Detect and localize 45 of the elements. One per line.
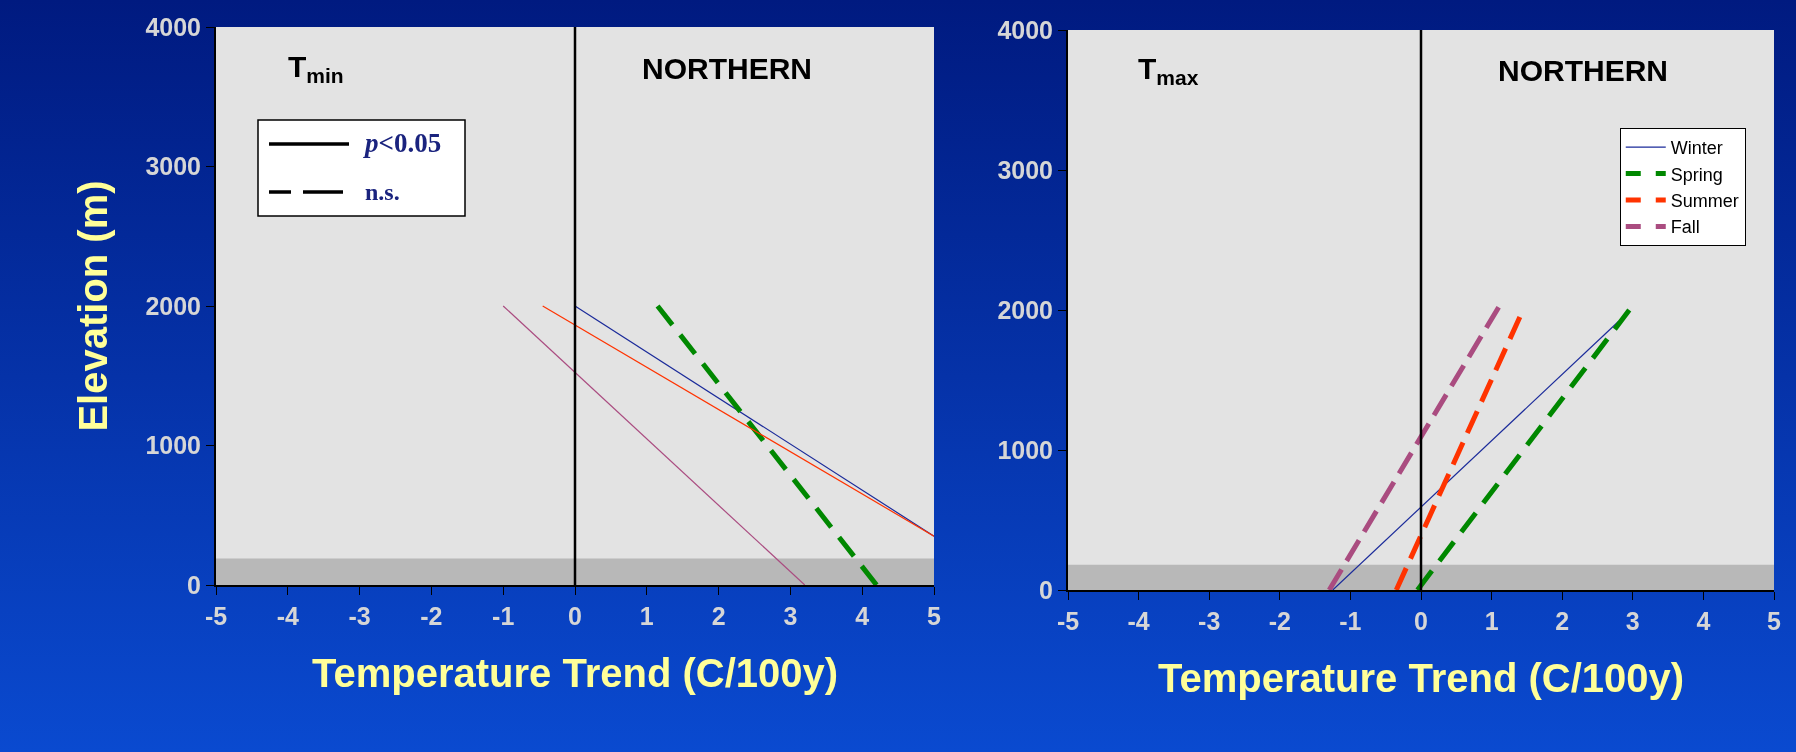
x-tick-label: -5 — [204, 602, 228, 630]
x-tick-label: -3 — [1198, 607, 1221, 635]
x-tick-label: -4 — [1127, 607, 1150, 635]
y-tick-label: 4000 — [997, 15, 1053, 44]
x-tick-label: 1 — [639, 602, 654, 630]
y-tick-label: 1000 — [145, 431, 201, 460]
x-tick-label: 5 — [927, 602, 942, 630]
x-tick-label: -5 — [1056, 607, 1080, 635]
y-tick-label: 2000 — [997, 295, 1053, 324]
annotation: NORTHERN — [1498, 54, 1668, 87]
x-tick-label: -3 — [348, 602, 371, 630]
annotation: NORTHERN — [642, 52, 812, 85]
legend-label: Winter — [1670, 138, 1723, 159]
x-tick-label: 3 — [1625, 607, 1640, 635]
annotation: T$_{min}$ — [288, 50, 344, 88]
y-tick-label: 3000 — [997, 155, 1053, 184]
x-tick-label: -4 — [276, 602, 300, 630]
legend-label: Summer — [1670, 191, 1739, 212]
x-axis-title: Temperature Trend (C/100y) — [311, 651, 839, 695]
x-tick-label: 4 — [1696, 607, 1711, 635]
y-axis-title: Elevation (m) — [71, 180, 116, 432]
y-tick-label: 1000 — [997, 435, 1053, 464]
x-tick-label: -1 — [1339, 607, 1362, 635]
x-tick-label: -1 — [492, 602, 515, 630]
y-tick-label: 2000 — [145, 291, 201, 320]
x-tick-label: 2 — [1555, 607, 1570, 635]
annotation: n.s. — [365, 179, 400, 205]
x-tick-label: 2 — [711, 602, 726, 630]
annotation: p<0.05 — [363, 128, 442, 158]
annotation: T$_{max}$ — [1138, 52, 1199, 90]
x-tick-label: 0 — [568, 602, 582, 630]
x-tick-label: 5 — [1767, 607, 1782, 635]
y-tick-label: 4000 — [145, 12, 201, 41]
y-tick-label: 0 — [1039, 575, 1053, 604]
x-tick-label: 4 — [855, 602, 870, 630]
x-axis-title: Temperature Trend (C/100y) — [1157, 656, 1685, 700]
x-tick-label: -2 — [420, 602, 443, 630]
legend-label: Fall — [1670, 217, 1700, 238]
x-tick-label: 1 — [1484, 607, 1499, 635]
legend-label: Spring — [1670, 164, 1723, 185]
x-tick-label: 0 — [1414, 607, 1428, 635]
x-tick-label: -2 — [1268, 607, 1291, 635]
x-tick-label: 3 — [783, 602, 798, 630]
y-tick-label: 0 — [187, 570, 201, 599]
y-tick-label: 3000 — [145, 152, 201, 181]
